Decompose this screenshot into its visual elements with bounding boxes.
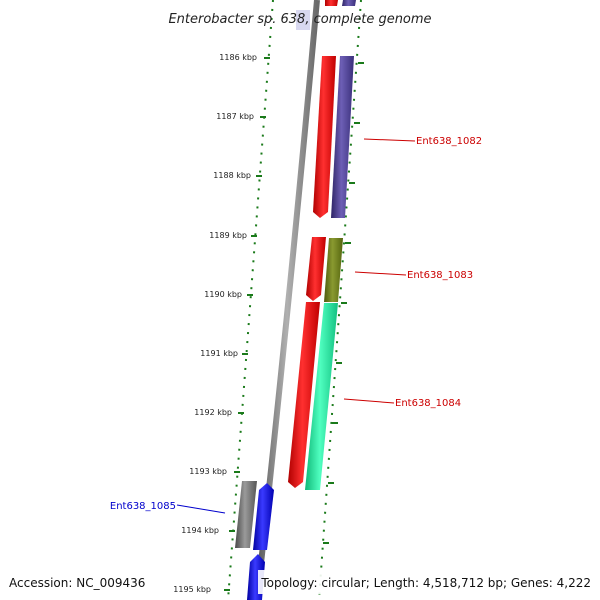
tick-label: 1191 kbp <box>200 349 238 358</box>
outer-ticks <box>323 62 364 544</box>
gene-feature-red-3[interactable] <box>288 302 320 488</box>
gene-feature-red-1[interactable] <box>313 56 336 218</box>
gene-feature-grey[interactable] <box>235 481 257 548</box>
tick-label: 1193 kbp <box>189 467 227 476</box>
tick-label: 1195 kbp <box>173 585 211 594</box>
gene-feature-red-2[interactable] <box>306 237 326 301</box>
gene-feature-top-purple[interactable] <box>342 0 356 6</box>
accession-text: Accession: NC_009436 <box>9 576 145 590</box>
footer-background-right <box>258 570 598 594</box>
tick-label: 1189 kbp <box>209 231 247 240</box>
tick-label: 1190 kbp <box>204 290 242 299</box>
gene-feature-ent638-1084[interactable] <box>305 303 338 490</box>
tick-label: 1187 kbp <box>216 112 254 121</box>
gene-label-ent638-1085[interactable]: Ent638_1085 <box>110 501 176 512</box>
gene-label-ent638-1084[interactable]: Ent638_1084 <box>395 398 461 409</box>
outer-dotted-track <box>318 0 362 600</box>
leader-line-ent638-1084 <box>343 398 395 404</box>
tick-label: 1188 kbp <box>213 171 251 180</box>
topology-text: Topology: circular; Length: 4,518,712 bp… <box>260 576 591 590</box>
tick-label: 1192 kbp <box>194 408 232 417</box>
gene-feature-ent638-1082[interactable] <box>331 56 354 218</box>
top-highlight <box>296 10 310 30</box>
gene-feature-ent638-1085[interactable] <box>253 483 274 550</box>
gene-label-ent638-1082[interactable]: Ent638_1082 <box>416 136 482 147</box>
leader-line-ent638-1082 <box>363 138 416 142</box>
inner-dotted-track <box>227 0 274 600</box>
gene-feature-top-red[interactable] <box>325 0 338 6</box>
gene-label-ent638-1083[interactable]: Ent638_1083 <box>407 270 473 281</box>
leader-line-ent638-1085 <box>176 504 226 514</box>
leader-line-ent638-1083 <box>354 271 407 276</box>
genome-title: Enterobacter sp. 638, complete genome <box>168 12 431 27</box>
tick-label: 1194 kbp <box>181 526 219 535</box>
tick-label: 1186 kbp <box>219 53 257 62</box>
inner-ticks <box>224 57 270 591</box>
tick-labels: 1186 kbp 1187 kbp 1188 kbp 1189 kbp 1190… <box>173 53 257 594</box>
gene-feature-ent638-1083[interactable] <box>324 238 343 302</box>
